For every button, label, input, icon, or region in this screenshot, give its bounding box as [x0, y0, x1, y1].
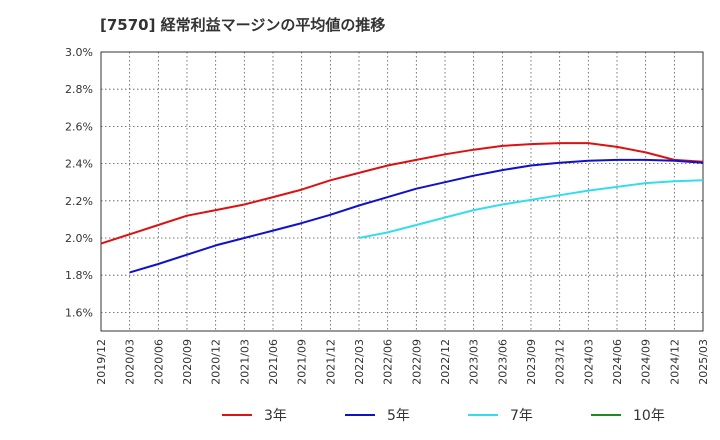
series-line-3年 — [100, 142, 704, 245]
series-line-7年 — [358, 179, 704, 239]
y-tick-label: 2.8% — [65, 83, 93, 96]
x-tick-label: 2022/06 — [382, 339, 395, 385]
y-tick-label: 3.0% — [65, 46, 93, 59]
x-tick-label: 2020/09 — [181, 339, 194, 385]
x-tick-label: 2023/09 — [525, 339, 538, 385]
x-tick-label: 2021/12 — [324, 339, 337, 385]
x-tick-label: 2024/09 — [640, 339, 653, 385]
x-tick-label: 2024/12 — [668, 339, 681, 385]
plot-area — [101, 52, 703, 331]
x-tick-label: 2024/06 — [611, 339, 624, 385]
x-tick-label: 2023/12 — [554, 339, 567, 385]
x-tick-label: 2022/09 — [410, 339, 423, 385]
y-tick-label: 2.4% — [65, 158, 93, 171]
y-tick-label: 2.6% — [65, 120, 93, 133]
x-tick-label: 2020/03 — [124, 339, 137, 385]
x-tick-label: 2025/03 — [697, 339, 710, 385]
x-tick-label: 2022/12 — [439, 339, 452, 385]
x-tick-label: 2020/12 — [210, 339, 223, 385]
chart-title: [7570] 経常利益マージンの平均値の推移 — [100, 16, 386, 34]
x-tick-label: 2020/06 — [152, 339, 165, 385]
y-tick-label: 2.0% — [65, 232, 93, 245]
x-tick-label: 2022/03 — [353, 339, 366, 385]
legend-label: 10年 — [633, 408, 665, 424]
plot-border — [100, 51, 704, 332]
legend-label: 5年 — [387, 408, 410, 424]
y-tick-label: 2.2% — [65, 195, 93, 208]
x-tick-label: 2023/03 — [468, 339, 481, 385]
x-tick-label: 2019/12 — [95, 339, 108, 385]
x-tick-label: 2021/03 — [238, 339, 251, 385]
legend-label: 7年 — [510, 408, 533, 424]
legend-label: 3年 — [264, 408, 287, 424]
x-tick-label: 2023/06 — [496, 339, 509, 385]
series-line-5年 — [129, 158, 704, 274]
y-tick-label: 1.8% — [65, 269, 93, 282]
x-tick-label: 2021/09 — [296, 339, 309, 385]
x-tick-label: 2024/03 — [582, 339, 595, 385]
x-tick-label: 2021/06 — [267, 339, 280, 385]
y-tick-label: 1.6% — [65, 306, 93, 319]
